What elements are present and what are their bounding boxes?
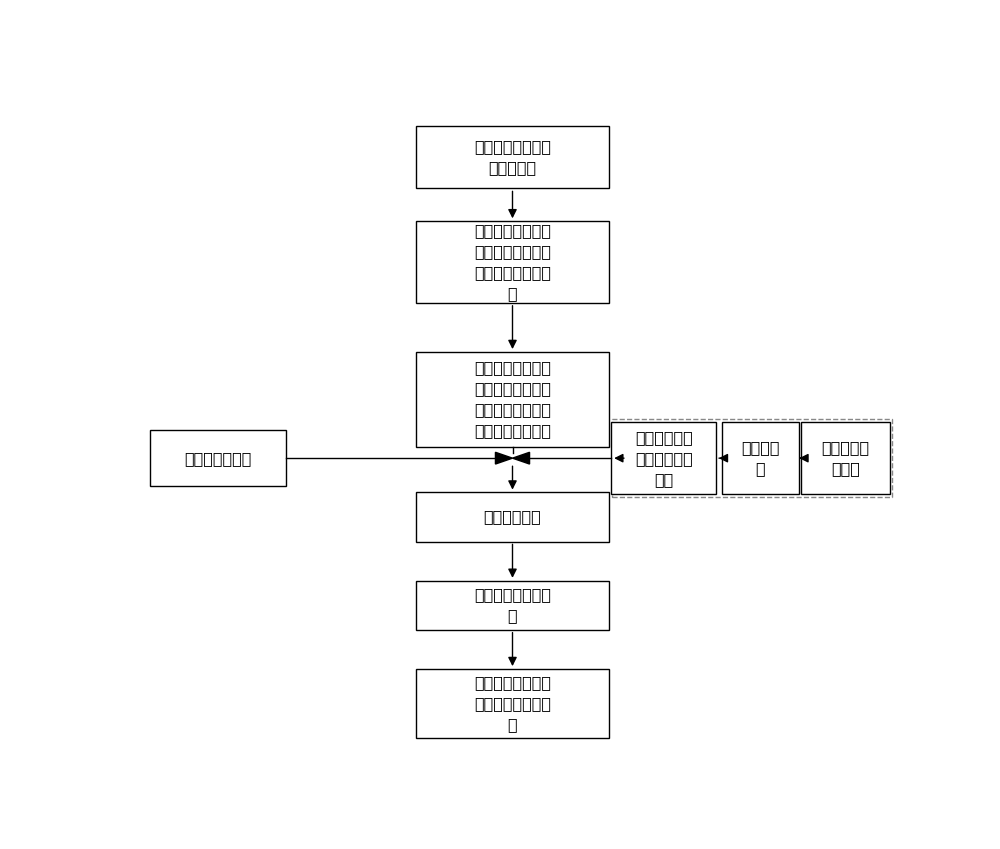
Bar [416, 669, 609, 738]
Bar [150, 430, 286, 486]
Text: 问题件超时
未处理: 问题件超时 未处理 [822, 440, 870, 476]
Bar [416, 222, 609, 303]
Text: 问题件存储如储货
格口，系统自动生
成工单至客服，并
记录工单发送时间: 问题件存储如储货 格口，系统自动生 成工单至客服，并 记录工单发送时间 [474, 360, 551, 438]
Text: 收派员带回问题件
，并做标记: 收派员带回问题件 ，并做标记 [474, 139, 551, 176]
Polygon shape [495, 453, 512, 464]
Bar [416, 127, 609, 188]
Text: 客服处理完毕: 客服处理完毕 [484, 509, 541, 525]
Bar [416, 492, 609, 542]
Bar [722, 422, 799, 494]
Bar [416, 352, 609, 447]
Bar [611, 422, 716, 494]
Text: 储货格口提示灯亮
起: 储货格口提示灯亮 起 [474, 588, 551, 623]
Text: 信息采集模块采集
问题件的标记码，
提取问题件基本信
息: 信息采集模块采集 问题件的标记码， 提取问题件基本信 息 [474, 223, 551, 301]
Text: 问题件智能盘点: 问题件智能盘点 [184, 451, 252, 465]
Bar [801, 422, 890, 494]
Text: 报警灯闪
烁: 报警灯闪 烁 [741, 440, 780, 476]
Polygon shape [512, 453, 530, 464]
Bar [612, 419, 892, 498]
Bar [416, 581, 609, 630]
Text: 向当前阶段责
任关联端发送
提醒: 向当前阶段责 任关联端发送 提醒 [635, 430, 692, 486]
Text: 快递员根据客服处
理结果进行后续处
理: 快递员根据客服处 理结果进行后续处 理 [474, 675, 551, 732]
